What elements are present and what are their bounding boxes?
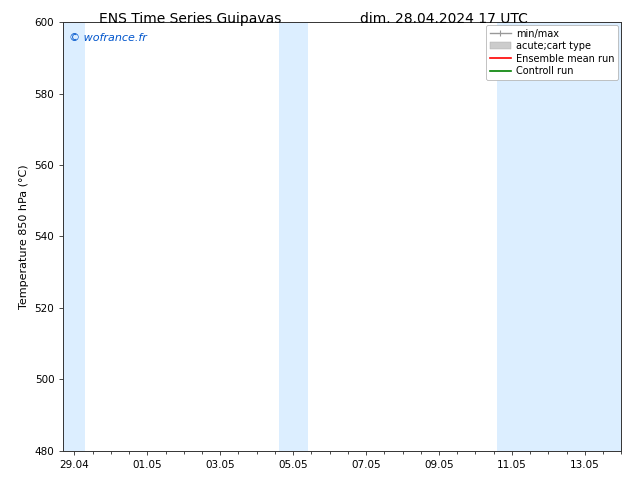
Text: © wofrance.fr: © wofrance.fr [69, 33, 147, 43]
Bar [278, 22, 307, 451]
Text: ENS Time Series Guipavas: ENS Time Series Guipavas [99, 12, 281, 26]
Title: ENS Time Series Guipavas      dim. 28.04.2024 17 UTC: ENS Time Series Guipavas dim. 28.04.2024… [0, 489, 1, 490]
Legend: min/max, acute;cart type, Ensemble mean run, Controll run: min/max, acute;cart type, Ensemble mean … [486, 25, 618, 80]
Y-axis label: Temperature 850 hPa (°C): Temperature 850 hPa (°C) [19, 164, 29, 309]
Text: dim. 28.04.2024 17 UTC: dim. 28.04.2024 17 UTC [360, 12, 527, 26]
Bar [63, 22, 86, 451]
Bar [497, 22, 621, 451]
